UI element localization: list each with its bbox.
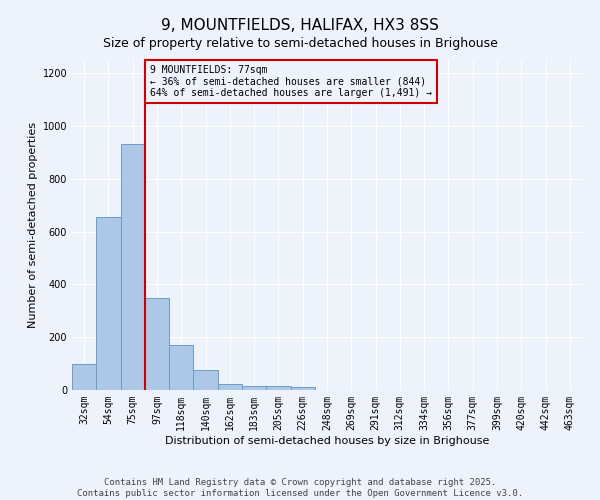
Text: Contains HM Land Registry data © Crown copyright and database right 2025.
Contai: Contains HM Land Registry data © Crown c… — [77, 478, 523, 498]
Bar — [121, 144, 145, 390]
Text: Size of property relative to semi-detached houses in Brighouse: Size of property relative to semi-detach… — [103, 38, 497, 51]
Text: 9, MOUNTFIELDS, HALIFAX, HX3 8SS: 9, MOUNTFIELDS, HALIFAX, HX3 8SS — [161, 18, 439, 32]
Bar — [290, 388, 315, 390]
Bar — [266, 386, 290, 390]
Text: 9 MOUNTFIELDS: 77sqm
← 36% of semi-detached houses are smaller (844)
64% of semi: 9 MOUNTFIELDS: 77sqm ← 36% of semi-detac… — [150, 66, 432, 98]
Y-axis label: Number of semi-detached properties: Number of semi-detached properties — [28, 122, 38, 328]
Bar — [96, 217, 121, 390]
Bar — [145, 298, 169, 390]
Bar — [72, 364, 96, 390]
X-axis label: Distribution of semi-detached houses by size in Brighouse: Distribution of semi-detached houses by … — [165, 436, 489, 446]
Bar — [193, 370, 218, 390]
Bar — [169, 345, 193, 390]
Bar — [242, 386, 266, 390]
Bar — [218, 384, 242, 390]
